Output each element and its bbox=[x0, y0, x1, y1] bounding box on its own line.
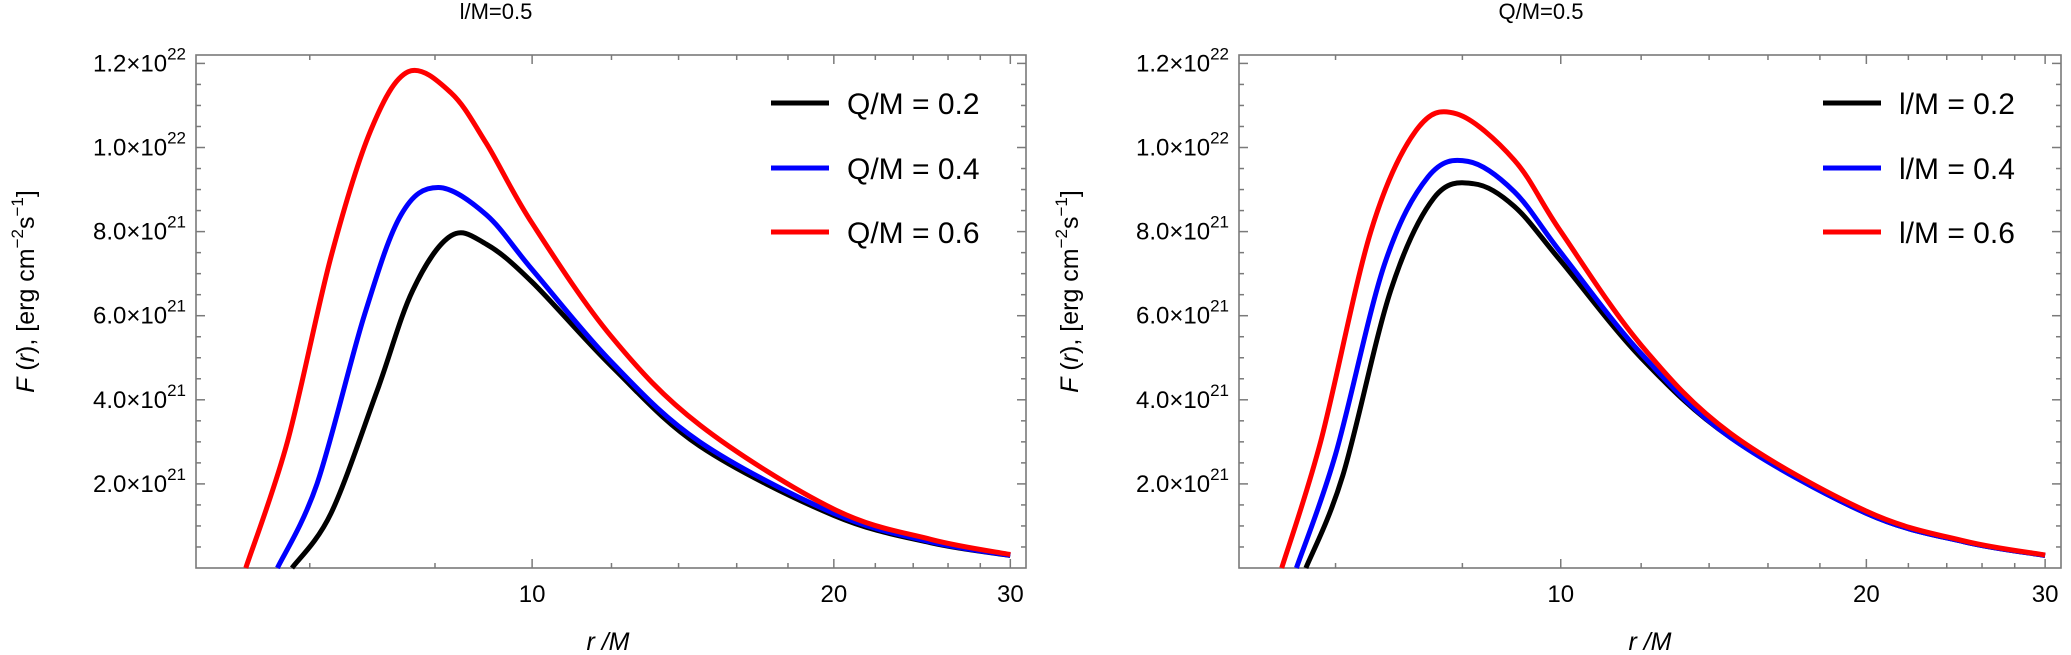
y-tick-label: 1.0×1022 bbox=[1136, 129, 1229, 162]
panel-right: Q/M=0.5 2.0×1021 4.0×1021 6.0×1021 8.0×1021 1… bbox=[1052, 0, 2062, 655]
legend-label: Q/M = 0.2 bbox=[847, 88, 980, 121]
series-line-q-m-0-6 bbox=[243, 67, 1011, 569]
x-tick-label: 30 bbox=[997, 581, 1024, 608]
legend-item: Q/M = 0.2 bbox=[771, 88, 980, 121]
series-line-l-m-0-6 bbox=[1279, 109, 2046, 569]
y-axis-label: F (r), [erg cm−2s−1] bbox=[8, 190, 40, 393]
legend-item: l/M = 0.6 bbox=[1823, 217, 2015, 250]
x-tick-label: 20 bbox=[820, 581, 847, 608]
legend-item: l/M = 0.4 bbox=[1823, 153, 2015, 186]
legend-item: Q/M = 0.4 bbox=[771, 153, 980, 186]
plot-frame bbox=[195, 54, 1027, 569]
panel-left: l/M=0.5 2.0×1021 4.0×1021 6.0×1021 8.0×1021 1… bbox=[8, 0, 1027, 655]
x-axis-label: r /M bbox=[1628, 628, 1671, 655]
legend-label: Q/M = 0.6 bbox=[847, 217, 980, 250]
y-tick-label: 6.0×1021 bbox=[1136, 297, 1229, 330]
series-line-q-m-0-4 bbox=[275, 185, 1011, 570]
x-tick-label: 30 bbox=[2032, 581, 2059, 608]
y-tick-label: 1.2×1022 bbox=[93, 44, 186, 77]
chart-title: Q/M=0.5 bbox=[1499, 0, 1584, 24]
plot-frame bbox=[1238, 54, 2062, 569]
y-tick-label: 6.0×1021 bbox=[93, 297, 186, 330]
y-tick-label: 1.0×1022 bbox=[93, 129, 186, 162]
legend-label: l/M = 0.4 bbox=[1899, 153, 2015, 186]
chart-title: l/M=0.5 bbox=[460, 0, 533, 24]
legend-item: l/M = 0.2 bbox=[1823, 88, 2015, 121]
legend-label: Q/M = 0.4 bbox=[847, 153, 980, 186]
y-tick-label: 4.0×1021 bbox=[1136, 381, 1229, 414]
y-tick-label: 8.0×1021 bbox=[93, 213, 186, 246]
x-axis-label: r /M bbox=[586, 628, 629, 655]
x-tick-label: 20 bbox=[1853, 581, 1880, 608]
x-tick-label: 10 bbox=[1547, 581, 1574, 608]
y-axis-label: F (r), [erg cm−2s−1] bbox=[1052, 190, 1084, 393]
y-tick-label: 4.0×1021 bbox=[93, 381, 186, 414]
x-tick-label: 10 bbox=[519, 581, 546, 608]
legend-label: l/M = 0.6 bbox=[1899, 217, 2015, 250]
y-tick-label: 1.2×1022 bbox=[1136, 44, 1229, 77]
y-tick-label: 8.0×1021 bbox=[1136, 213, 1229, 246]
legend-label: l/M = 0.2 bbox=[1899, 88, 2015, 121]
y-tick-label: 2.0×1021 bbox=[93, 465, 186, 498]
legend-item: Q/M = 0.6 bbox=[771, 217, 980, 250]
y-tick-label: 2.0×1021 bbox=[1136, 465, 1229, 498]
